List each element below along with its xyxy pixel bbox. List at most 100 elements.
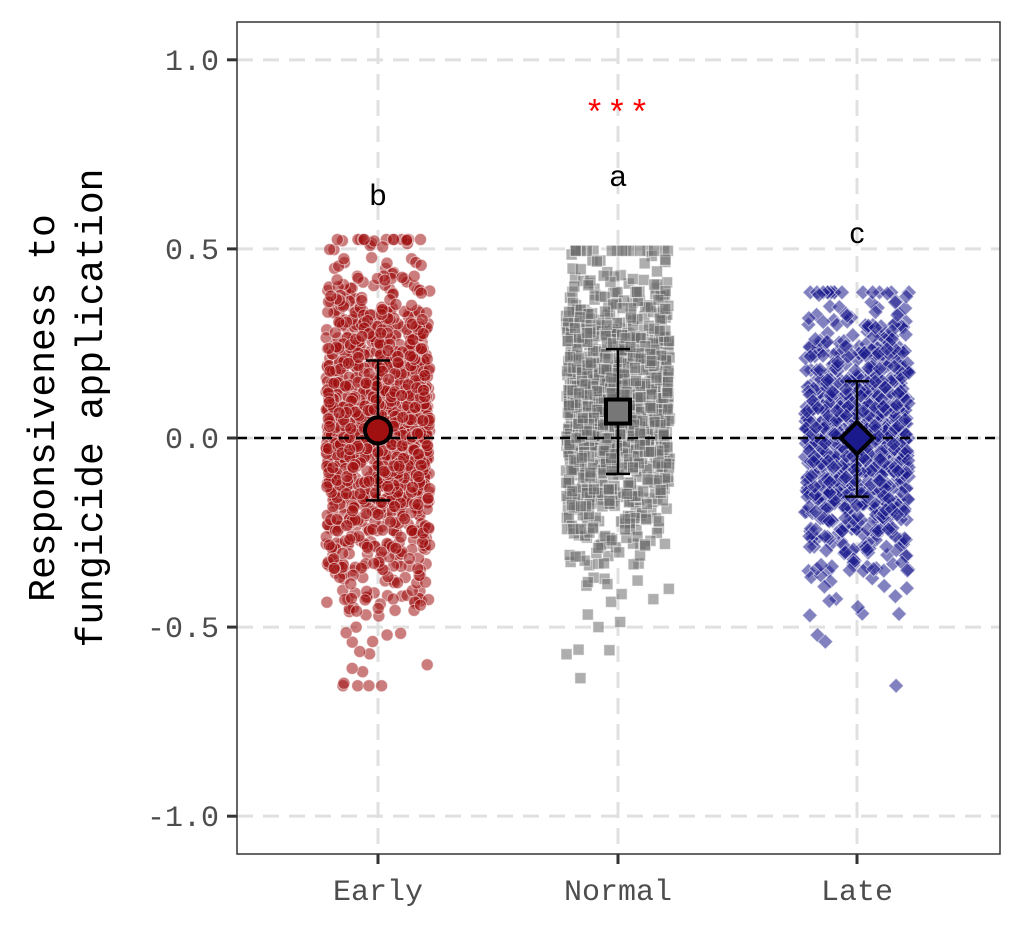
point-early-1398	[411, 427, 425, 441]
point-early-943	[337, 252, 351, 266]
point-normal-1033	[645, 388, 658, 401]
y-tick-label-3: -0.5	[147, 613, 219, 647]
point-late-709	[889, 306, 906, 324]
point-late-859	[816, 528, 833, 545]
point-late-863	[885, 435, 902, 453]
point-late-561	[814, 347, 832, 364]
point-early-1374	[346, 461, 360, 475]
point-early-1331	[387, 232, 401, 246]
point-late-734	[812, 361, 829, 378]
point-early-1323	[376, 523, 390, 537]
point-normal-1003	[590, 255, 603, 268]
point-early-848	[354, 561, 368, 575]
point-late-882	[821, 512, 838, 530]
summary-late	[838, 380, 876, 498]
point-early-1132	[338, 379, 352, 393]
point-early-1391	[332, 406, 346, 420]
point-normal-743	[618, 367, 631, 380]
point-early-1281	[330, 512, 344, 526]
point-late-837	[837, 544, 854, 561]
point-normal-819	[582, 279, 595, 292]
point-normal-984	[569, 244, 582, 257]
point-early-1296	[320, 480, 334, 494]
point-early-1286	[411, 562, 425, 576]
point-late-624	[878, 538, 895, 555]
point-normal-925	[616, 302, 629, 315]
point-late-804	[812, 556, 830, 574]
point-early-1283	[402, 552, 416, 566]
point-late-891	[825, 459, 842, 476]
point-early-1355	[411, 497, 425, 511]
point-early-1338	[337, 676, 351, 690]
point-normal-741	[650, 526, 663, 539]
point-early-1164	[344, 591, 358, 605]
summary-early	[363, 359, 393, 502]
point-late-765	[876, 577, 893, 595]
point-early-1376	[327, 561, 341, 575]
point-early-1318	[381, 344, 395, 358]
point-normal-953	[660, 457, 673, 470]
point-late-744	[900, 364, 918, 381]
point-normal-1	[574, 672, 587, 685]
point-early-1356	[414, 286, 428, 300]
point-normal-241	[631, 574, 644, 587]
point-normal-977	[592, 541, 605, 554]
point-early-1361	[322, 395, 336, 409]
point-normal-184	[574, 263, 587, 276]
point-normal-1037	[579, 378, 592, 391]
point-late-887	[878, 340, 896, 358]
point-early-1307	[322, 341, 336, 355]
point-early-1306	[416, 326, 430, 340]
point-normal-1077	[587, 483, 600, 496]
point-normal-1059	[619, 513, 632, 526]
point-normal-1087	[633, 438, 646, 451]
point-late-776	[885, 358, 903, 375]
point-early-1327	[387, 499, 401, 513]
point-normal-800	[568, 280, 581, 293]
point-normal-1030	[574, 500, 587, 513]
point-early-1259	[412, 447, 426, 461]
point-early-1384	[412, 470, 426, 484]
point-late-879	[809, 399, 827, 417]
point-normal-881	[561, 335, 574, 348]
point-late-113	[798, 362, 815, 379]
point-early-1120	[413, 598, 427, 612]
point-late-98	[887, 588, 904, 605]
point-normal-716	[661, 403, 674, 416]
point-normal-1089	[605, 452, 618, 465]
point-normal-964	[648, 415, 661, 428]
mean-marker-normal	[604, 397, 632, 426]
point-early-1	[351, 679, 365, 693]
point-normal-1078	[598, 444, 611, 457]
point-early-1204	[420, 439, 434, 453]
point-normal-1038	[629, 375, 642, 388]
point-early-1235	[339, 626, 353, 640]
point-late-874	[821, 484, 838, 501]
point-normal-1076	[634, 244, 647, 257]
point-normal-830	[657, 428, 670, 441]
point-normal-1084	[616, 244, 629, 257]
point-early-1243	[418, 369, 432, 383]
point-early-1357	[403, 349, 417, 363]
point-late-893	[888, 506, 906, 523]
point-early-968	[371, 508, 385, 522]
point-early-1007	[414, 258, 428, 272]
point-late-803	[816, 435, 834, 452]
x-tick-label-normal: Normal	[564, 876, 672, 910]
point-early-1215	[408, 400, 422, 414]
point-late-817	[841, 561, 858, 579]
point-late-636	[899, 562, 916, 579]
point-late-1	[887, 677, 905, 694]
point-late-766	[817, 633, 834, 650]
point-normal-1008	[560, 648, 573, 661]
mean-marker-early	[363, 415, 393, 446]
point-early-1242	[371, 601, 385, 615]
point-early-1322	[381, 479, 395, 493]
point-early-1251	[359, 506, 373, 520]
point-early-1396	[340, 519, 354, 533]
point-late-307	[801, 607, 819, 624]
y-tick-label-4: -1.0	[147, 802, 219, 836]
point-early-1365	[322, 420, 336, 434]
point-early-1160	[350, 604, 364, 618]
point-early-1213	[351, 351, 365, 365]
